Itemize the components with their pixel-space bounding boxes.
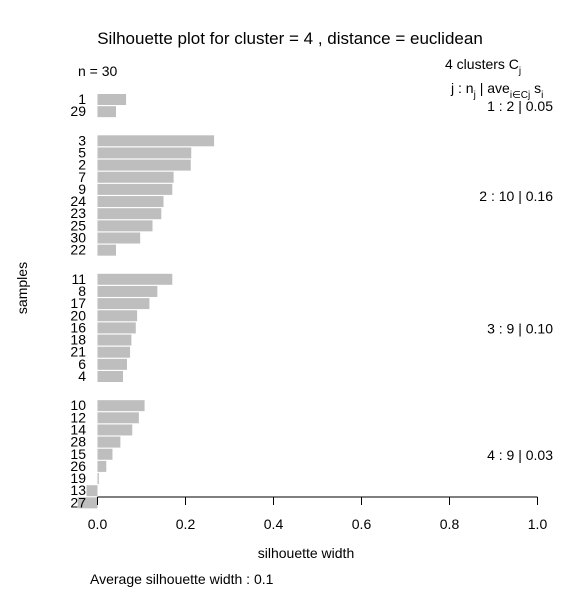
bar-sample-13: [86, 485, 98, 497]
bar-sample-8: [97, 285, 158, 297]
sample-label-13: 13: [70, 482, 86, 498]
sample-label-19: 19: [70, 470, 86, 486]
sample-label-21: 21: [70, 344, 86, 360]
cluster-label-2: 2 : 10 | 0.16: [479, 188, 553, 204]
cluster-label-4: 4 : 9 | 0.03: [487, 447, 553, 463]
average-silhouette-footer: Average silhouette width : 0.1: [90, 571, 274, 587]
sample-label-29: 29: [70, 103, 86, 119]
bar-sample-2: [97, 159, 191, 171]
bar-sample-3: [97, 135, 215, 147]
bar-sample-17: [97, 298, 150, 310]
sample-labels-layer: 1293527924232530221181720161821641012142…: [70, 91, 86, 510]
sample-label-9: 9: [78, 181, 86, 197]
bar-sample-29: [97, 106, 116, 118]
bar-sample-10: [97, 400, 145, 412]
cluster-label-1: 1 : 2 | 0.05: [487, 98, 553, 114]
bar-sample-23: [97, 208, 162, 220]
x-tick-label-2: 0.4: [264, 516, 284, 532]
x-tick-label-0: 0.0: [88, 516, 108, 532]
bar-sample-5: [97, 147, 192, 159]
x-ticks-layer: 0.0 0.2 0.4 0.6 0.8 1.0: [88, 497, 548, 532]
sample-label-14: 14: [70, 421, 86, 437]
bar-sample-9: [97, 183, 173, 195]
bar-sample-19: [97, 473, 99, 485]
bar-sample-28: [97, 436, 121, 448]
bar-sample-7: [97, 171, 174, 183]
clusters-header: 4 clusters Cj: [445, 56, 521, 77]
bar-sample-22: [97, 244, 116, 256]
cluster-labels-layer: 1 : 2 | 0.05 2 : 10 | 0.16 3 : 9 | 0.10 4 :…: [479, 98, 553, 463]
sample-label-7: 7: [78, 169, 86, 185]
sample-label-24: 24: [70, 193, 86, 209]
bar-sample-25: [97, 220, 153, 232]
bar-sample-18: [97, 334, 132, 346]
sample-label-25: 25: [70, 217, 86, 233]
bars-layer: [77, 94, 215, 509]
sample-label-22: 22: [70, 242, 86, 258]
sample-label-15: 15: [70, 446, 86, 462]
sample-label-1: 1: [78, 91, 86, 107]
sample-label-4: 4: [78, 368, 86, 384]
sample-label-8: 8: [78, 283, 86, 299]
sample-label-6: 6: [78, 356, 86, 372]
sample-label-10: 10: [70, 397, 86, 413]
sample-label-3: 3: [78, 132, 86, 148]
bar-sample-12: [97, 412, 139, 424]
bar-sample-16: [97, 322, 136, 334]
bar-sample-20: [97, 310, 138, 322]
sample-label-5: 5: [78, 144, 86, 160]
x-tick-label-1: 0.2: [176, 516, 196, 532]
sample-label-12: 12: [70, 409, 86, 425]
legend-header: j : nj | avei∈Cj si: [450, 80, 543, 101]
x-tick-label-5: 1.0: [528, 516, 548, 532]
cluster-label-3: 3 : 9 | 0.10: [487, 320, 553, 336]
sample-label-30: 30: [70, 230, 86, 246]
chart-title: Silhouette plot for cluster = 4 , distan…: [97, 29, 483, 48]
x-axis-label: silhouette width: [258, 545, 355, 561]
bar-sample-27: [77, 497, 98, 509]
n-label: n = 30: [78, 63, 118, 79]
bar-sample-11: [97, 273, 173, 285]
sample-label-23: 23: [70, 205, 86, 221]
bar-sample-1: [97, 94, 127, 105]
y-axis-label: samples: [14, 262, 30, 314]
bar-sample-6: [97, 358, 127, 370]
bar-sample-24: [97, 196, 164, 208]
sample-label-20: 20: [70, 307, 86, 323]
bar-sample-30: [97, 232, 141, 244]
bar-sample-14: [97, 424, 133, 436]
x-tick-label-3: 0.6: [352, 516, 372, 532]
sample-label-17: 17: [70, 295, 86, 311]
bar-sample-21: [97, 346, 131, 358]
sample-label-18: 18: [70, 332, 86, 348]
sample-label-16: 16: [70, 319, 86, 335]
sample-label-28: 28: [70, 434, 86, 450]
sample-label-11: 11: [71, 271, 86, 287]
sample-label-27: 27: [70, 494, 86, 510]
bar-sample-4: [97, 371, 124, 382]
bar-sample-26: [97, 460, 107, 472]
sample-label-26: 26: [70, 458, 86, 474]
x-tick-label-4: 0.8: [440, 516, 460, 532]
bar-sample-15: [97, 448, 113, 460]
sample-label-2: 2: [78, 157, 86, 173]
